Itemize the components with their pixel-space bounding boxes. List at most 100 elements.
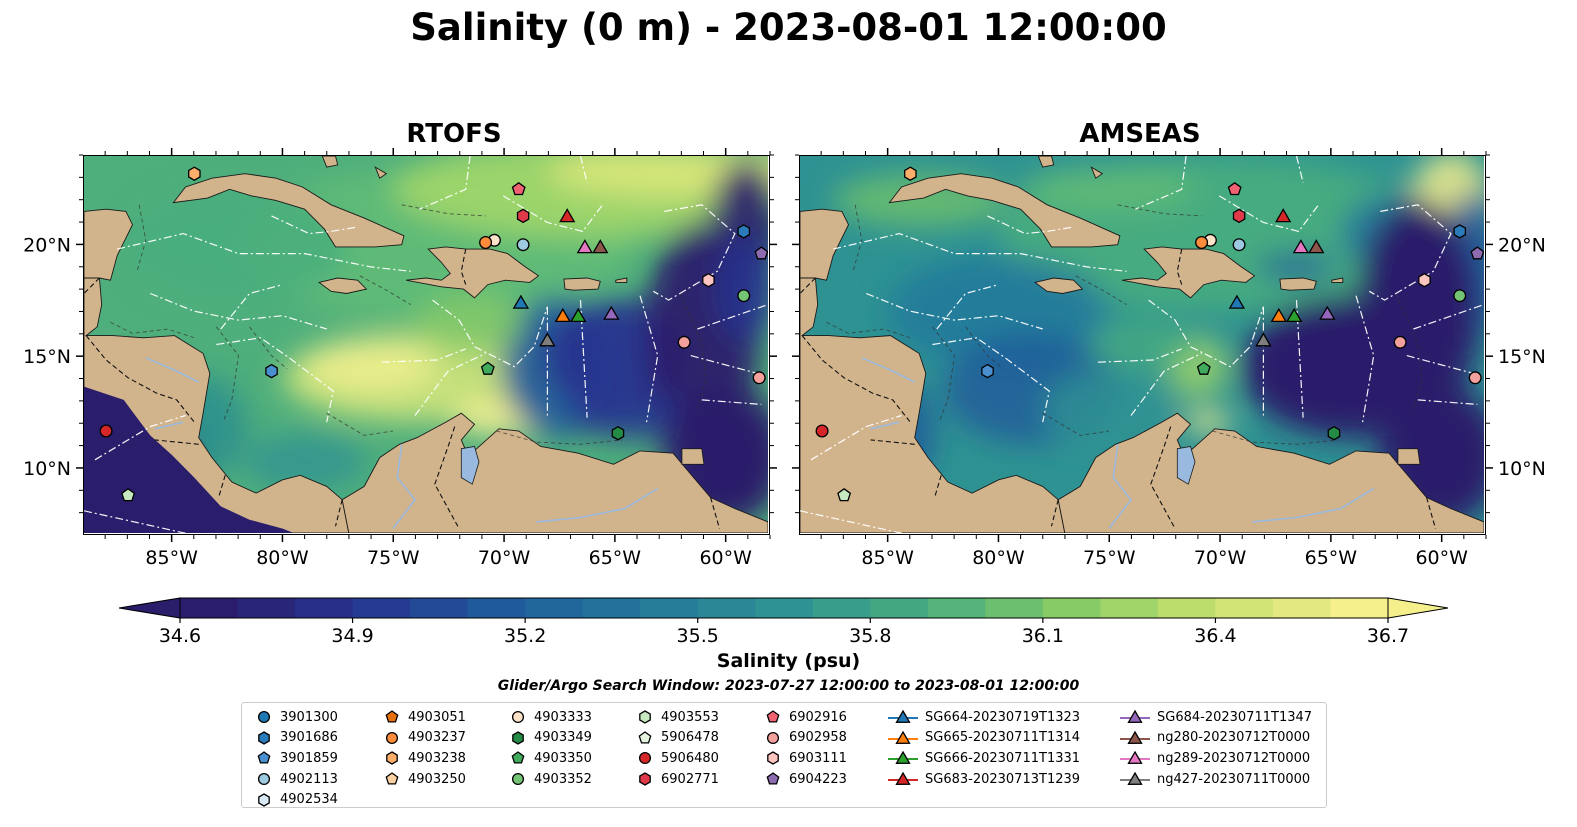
marker-4903350 [1196, 361, 1211, 375]
marker-ng289-20230712t0000 [1292, 239, 1310, 254]
lon-tick-label: 70°W [1194, 547, 1247, 569]
marker-4903349 [1327, 425, 1341, 441]
lon-tick-label: 85°W [145, 547, 198, 569]
landmass-trinidad [1397, 448, 1421, 465]
legend-marker-6902958 [766, 731, 780, 744]
eez-boundary [1417, 399, 1478, 405]
eez-boundary [1355, 295, 1375, 423]
eez-boundary [1413, 304, 1484, 330]
legend-entry: 3901686 [254, 728, 338, 749]
colorbar: 34.6 34.9 35.2 35.5 35.8 36.1 36.4 36.7 [118, 597, 1449, 646]
eez-boundary [701, 399, 762, 405]
legend-column: 6902916 6902958 6903111 6904223 [763, 707, 847, 789]
landmass-central [800, 277, 1066, 533]
marker-5906480 [815, 424, 829, 438]
map-panel-amseas[interactable] [799, 155, 1486, 535]
legend-entry: 6902958 [763, 728, 847, 749]
lat-tick-label: 10°N [23, 458, 71, 480]
marker-3901859 [265, 363, 278, 379]
legend-marker-5906480 [638, 752, 652, 765]
legend-label: SG684-20230711T1347 [1157, 709, 1313, 725]
search-window-caption: Glider/Argo Search Window: 2023-07-27 12… [497, 678, 1080, 694]
landmass-cuba [888, 173, 1121, 248]
legend-marker-sg684-20230711t1347 [1127, 709, 1143, 724]
eez-boundary [800, 510, 904, 533]
legend-entry: 3901300 [254, 707, 338, 728]
eez-boundary [1295, 156, 1304, 183]
marker-6902771 [1232, 208, 1246, 224]
marker-4903237 [479, 235, 493, 249]
isobath-line [359, 275, 411, 305]
eez-boundary [1148, 299, 1264, 368]
river [1108, 444, 1133, 530]
eez-boundary [502, 195, 603, 233]
map-panel-rtofs[interactable] [83, 155, 770, 535]
legend-label: 3901859 [280, 750, 338, 766]
marker-ng280-20230712t0000 [592, 239, 609, 254]
eez-boundary [987, 215, 1074, 235]
isobath-line [496, 430, 623, 445]
marker-6902958 [677, 335, 691, 349]
eez-boundary [381, 348, 466, 363]
legend-entry: 4902534 [254, 789, 338, 810]
colorbar-segment [237, 598, 296, 618]
landmass-hispaniola [1122, 246, 1256, 299]
legend-label: 6902771 [661, 771, 719, 787]
eez-boundary [432, 299, 548, 368]
figure-title: Salinity (0 m) - 2023-08-01 12:00:00 [410, 6, 1167, 49]
colorbar-segment [410, 598, 469, 618]
country-border [801, 335, 911, 423]
legend-entry: 6903111 [763, 748, 847, 769]
lon-tick-label: 80°W [256, 547, 309, 569]
legend-entry: 3901859 [254, 748, 338, 769]
isobath-line [1042, 412, 1109, 436]
colorbar-segment [1215, 598, 1274, 618]
country-border [800, 277, 816, 294]
legend-entry: 4903051 [382, 707, 466, 728]
colorbar-segment [812, 598, 871, 618]
landmass-cuba [172, 173, 405, 248]
eez-boundary [414, 352, 486, 416]
isobath-line [852, 204, 863, 272]
legend-entry: 6902916 [763, 707, 847, 728]
marker-6902958 [1393, 335, 1407, 349]
river [536, 487, 659, 523]
marker-4903237 [1195, 235, 1209, 249]
isobath-line [1117, 204, 1202, 217]
legend-marker-4903238 [386, 751, 398, 766]
eez-boundary [690, 355, 758, 374]
legend-label: ng427-20230711T0000 [1157, 771, 1311, 787]
landmass-jamaica [317, 277, 368, 294]
legend-marker-sg665-20230711t1314 [895, 730, 911, 744]
legend-label: 4903350 [534, 750, 592, 766]
legend-marker-6902916 [766, 710, 780, 723]
marker-6903111 [702, 272, 715, 288]
eez-boundary [271, 215, 358, 235]
colorbar-tick-label: 34.6 [159, 625, 201, 646]
legend-label: 6902958 [789, 730, 847, 746]
marker-sg665-20230711t1314 [554, 307, 571, 323]
landmass-puerto [1279, 277, 1317, 291]
lon-tick-label: 60°W [1415, 547, 1468, 569]
lat-tick-label: 20°N [23, 234, 71, 256]
marker-4903349 [611, 425, 625, 441]
legend-entry: ng427-20230711T0000 [1119, 769, 1312, 790]
isobath-line [1212, 430, 1339, 445]
legend-label: 5906480 [661, 750, 719, 766]
eez-boundary [149, 292, 327, 330]
country-border [85, 335, 195, 423]
eez-boundary [1218, 195, 1319, 233]
legend-marker-3901300 [257, 711, 271, 724]
legend-label: 3901300 [280, 709, 338, 725]
salinity-field [833, 156, 1484, 527]
landmass-puerto [563, 277, 601, 291]
eez-boundary [1097, 348, 1182, 363]
marker-4903352 [737, 289, 751, 303]
isobath-line [249, 326, 288, 370]
marker-5906480 [99, 424, 113, 438]
marker-sg684-20230711t1347 [1319, 305, 1336, 320]
legend-marker-4903553 [639, 710, 651, 725]
colorbar-tick-label: 36.7 [1367, 625, 1409, 646]
legend-marker-4903352 [511, 773, 525, 786]
legend-entry: 4903553 [635, 707, 719, 728]
